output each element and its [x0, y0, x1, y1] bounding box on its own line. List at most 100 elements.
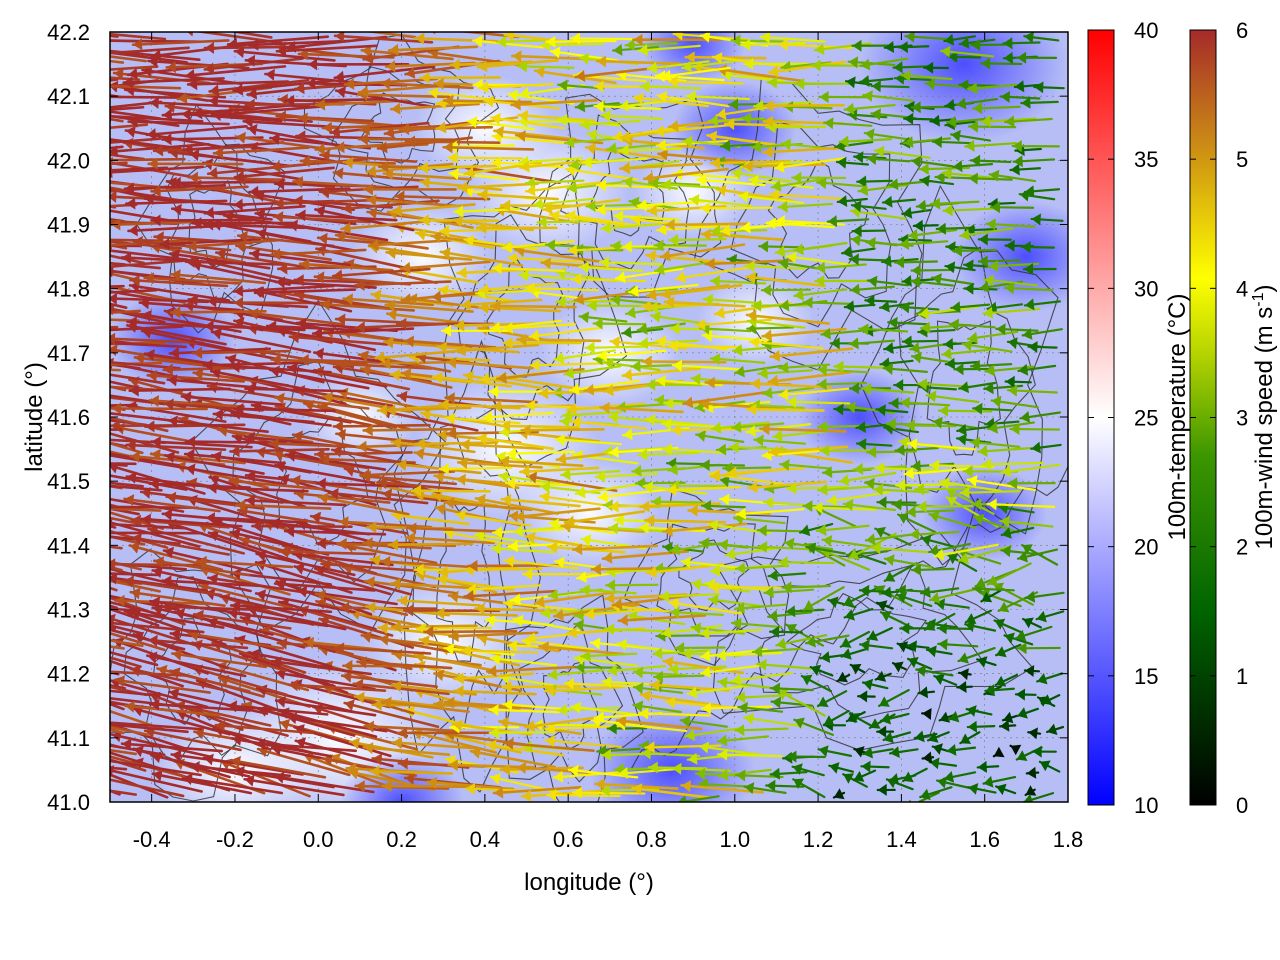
wind-vector — [745, 403, 825, 416]
wind-vector — [592, 317, 646, 330]
wind-vector — [636, 199, 706, 212]
wind-vector — [670, 424, 748, 437]
wind-vector — [610, 294, 662, 306]
wind-vector — [1006, 384, 1058, 397]
wind-vector — [314, 205, 415, 232]
wind-vector — [555, 295, 616, 308]
wind-vector — [970, 38, 1012, 51]
wind-vector — [849, 283, 896, 296]
wind-vectors — [110, 32, 1065, 802]
wind-vector — [642, 167, 729, 184]
wind-vector — [110, 462, 137, 466]
wind-vector — [1017, 363, 1057, 376]
wind-vector — [489, 319, 563, 334]
wind-vector — [443, 696, 533, 710]
wind-vector — [331, 267, 431, 282]
wind-vector — [377, 622, 461, 638]
wind-vector — [502, 322, 577, 334]
wind-vector — [160, 600, 263, 613]
terrain-contour — [712, 531, 1034, 751]
wind-vector — [128, 542, 224, 571]
wind-vector — [969, 359, 1013, 372]
wind-vector — [769, 347, 854, 362]
wind-vector — [1001, 711, 1018, 724]
wind-vector — [785, 251, 852, 266]
wind-vector — [148, 96, 251, 109]
wind-vector — [916, 500, 974, 513]
wind-vector — [229, 755, 327, 779]
wind-vector — [903, 112, 934, 125]
wind-vector — [802, 296, 852, 309]
wind-vector — [942, 771, 977, 783]
wind-vector — [943, 33, 977, 46]
wind-vector — [536, 216, 597, 229]
wind-vector — [923, 612, 956, 631]
wind-vector — [298, 258, 394, 272]
wind-vector — [989, 201, 1035, 214]
wind-vector — [768, 188, 846, 201]
wind-vector — [743, 782, 787, 794]
wind-vector — [563, 136, 620, 149]
wind-vector — [950, 301, 991, 314]
wind-vector — [1030, 213, 1064, 226]
wind-vector — [413, 447, 503, 466]
wind-vector — [417, 161, 499, 174]
wind-vector — [883, 554, 933, 569]
wind-vector — [244, 494, 347, 507]
y-tick-label: 41.5 — [47, 469, 90, 494]
wind-vector — [908, 528, 960, 541]
wind-vector — [146, 651, 247, 678]
wind-vector — [734, 691, 792, 704]
wind-vector — [229, 528, 330, 556]
wind-vector — [671, 359, 741, 372]
wind-vector — [767, 60, 847, 78]
wind-vector — [942, 204, 999, 217]
wind-vector — [1004, 115, 1053, 128]
wind-vector — [745, 271, 826, 288]
wind-vector — [899, 396, 951, 409]
wind-vector — [910, 264, 955, 277]
wind-vector — [438, 462, 513, 475]
wind-vector — [146, 634, 249, 650]
x-tick-label: 0.8 — [636, 827, 667, 852]
wind-vector — [443, 497, 533, 511]
wind-vector — [761, 327, 847, 342]
wind-vector — [769, 767, 808, 780]
terrain-contour — [539, 93, 722, 298]
wind-vector — [374, 349, 460, 364]
wind-vector — [972, 402, 1013, 415]
wind-vector — [717, 539, 769, 551]
wind-vector — [570, 273, 647, 286]
wind-vector — [603, 623, 664, 636]
wind-vector — [568, 379, 640, 396]
wind-vector — [842, 499, 897, 512]
wind-vector — [376, 477, 475, 492]
wind-vector — [850, 200, 887, 213]
wind-vector — [222, 210, 324, 232]
wind-vector — [110, 341, 187, 349]
wind-vector — [921, 708, 932, 720]
wind-vector — [110, 249, 189, 261]
wind-vector — [1000, 526, 1035, 539]
wind-vector — [202, 753, 304, 776]
wind-vector — [982, 306, 1041, 319]
wind-vector — [123, 182, 227, 195]
wind-vector — [891, 661, 907, 673]
wind-vector — [485, 665, 576, 678]
colorbar-tick-label: 25 — [1134, 406, 1158, 431]
wind-vector — [389, 578, 479, 590]
wind-vector — [843, 607, 874, 621]
wind-vector — [659, 243, 746, 262]
wind-vector — [188, 149, 291, 168]
colorbar-tick-label: 10 — [1134, 793, 1158, 818]
wind-vector — [110, 261, 126, 266]
wind-vector — [695, 174, 766, 187]
wind-vector — [439, 247, 524, 267]
temperature-colorbar: 10 15 20 25 30 35 40 100m-temperature (°C) — [1087, 18, 1191, 818]
wind-vector — [805, 542, 846, 555]
wind-vector — [110, 505, 199, 510]
wind-vector — [945, 487, 995, 516]
wind-vector — [1014, 688, 1037, 701]
wind-vector — [906, 640, 930, 653]
terrain-contour — [786, 592, 927, 686]
